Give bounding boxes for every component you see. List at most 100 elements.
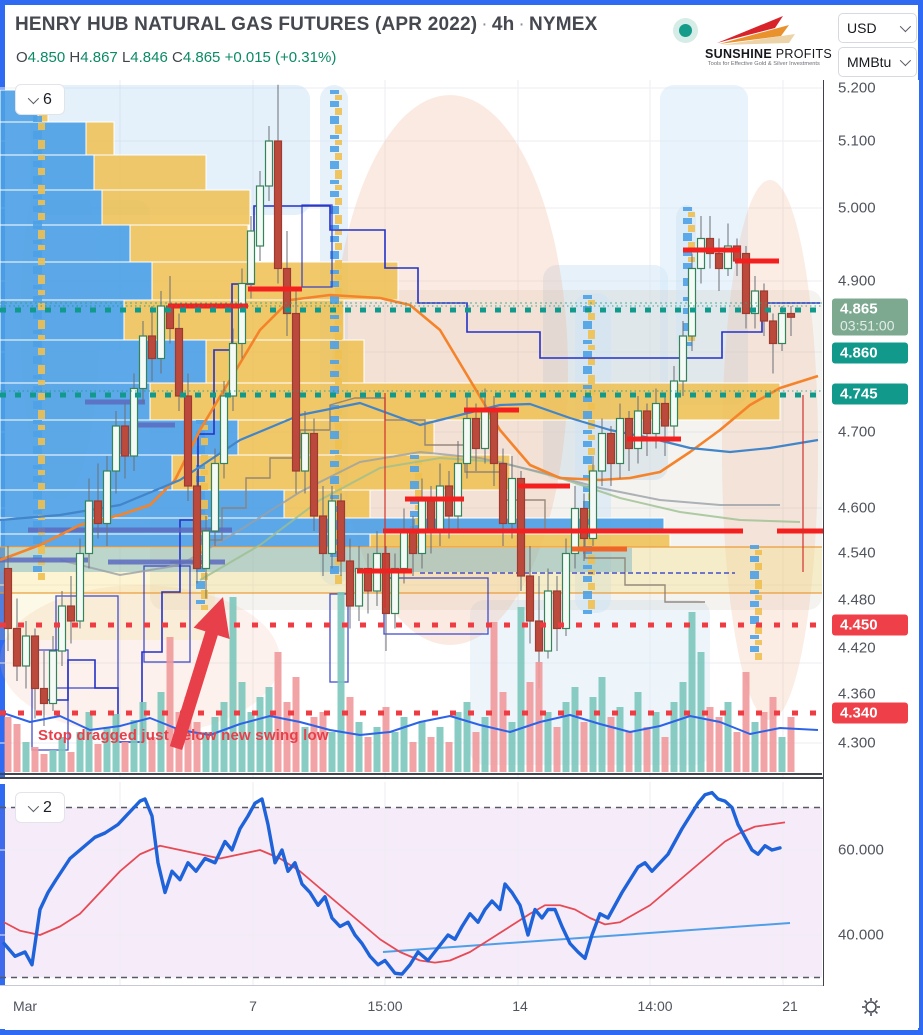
- chevron-down-icon: [899, 20, 912, 33]
- stop-annotation-text: Stop dragged just below new swing low: [38, 727, 329, 744]
- ohlc-row: O4.850 H4.867 L4.846 C4.865 +0.015 (+0.3…: [16, 49, 337, 66]
- candle: [534, 620, 544, 652]
- candle: [264, 140, 274, 187]
- candle: [453, 462, 463, 517]
- price-axis-label: 4.600: [838, 499, 876, 517]
- candle: [84, 500, 94, 555]
- time-axis-label: Mar: [12, 998, 38, 1014]
- candle: [183, 395, 193, 487]
- candle: [579, 507, 589, 540]
- price-badge: 4.860: [832, 342, 908, 364]
- sunshine-profits-logo: SUNSHINE PROFITS Tools for Effective Gol…: [705, 13, 832, 77]
- close-value: 4.865: [182, 49, 221, 66]
- candle: [561, 552, 571, 630]
- price-axis[interactable]: 5.200 5.100 5.000 4.900 4.700 4.600 4.540 4.480…: [823, 80, 919, 1028]
- candle: [714, 252, 724, 270]
- pane-separator[interactable]: [0, 777, 823, 784]
- candle: [750, 290, 760, 315]
- candle: [3, 567, 13, 630]
- lower-axis-label: 60.000: [838, 841, 884, 859]
- time-axis-label: 7: [249, 998, 257, 1014]
- symbol-title: HENRY HUB NATURAL GAS FUTURES (APR 2022)…: [15, 14, 598, 35]
- lower-indicator-chart[interactable]: [0, 782, 823, 985]
- price-axis-label: 4.900: [838, 272, 876, 290]
- unit-select[interactable]: MMBtu: [838, 47, 917, 77]
- candle: [507, 477, 517, 525]
- candle: [525, 575, 535, 622]
- candle: [552, 590, 562, 630]
- candle: [138, 335, 148, 390]
- market-status-icon: [673, 18, 698, 43]
- gear-icon: [861, 998, 880, 1016]
- candle: [219, 395, 229, 465]
- price-axis-label: 4.420: [838, 639, 876, 657]
- candle: [417, 500, 427, 555]
- candle: [705, 237, 715, 255]
- candle: [273, 140, 283, 270]
- candle: [201, 530, 211, 570]
- candle: [120, 425, 130, 457]
- candle: [327, 500, 337, 555]
- candle: [381, 552, 391, 615]
- candle: [102, 470, 112, 525]
- candle: [741, 252, 751, 315]
- lower-indicators-toggle[interactable]: 2: [15, 792, 65, 823]
- price-badge: 4.745: [832, 383, 908, 405]
- price-badge: 4.340: [832, 702, 908, 724]
- candle: [669, 380, 679, 427]
- candle: [309, 432, 319, 517]
- chart-header: HENRY HUB NATURAL GAS FUTURES (APR 2022)…: [5, 5, 918, 80]
- candle: [642, 410, 652, 435]
- candle: [318, 515, 328, 555]
- time-axis-label: 15:00: [367, 998, 403, 1014]
- candle: [300, 432, 310, 472]
- main-chart[interactable]: [0, 80, 823, 777]
- change-value: +0.015: [224, 49, 271, 66]
- price-axis-label: 4.360: [838, 685, 876, 703]
- price-badge: 4.865 03:51:00: [832, 298, 908, 336]
- candle: [255, 185, 265, 247]
- candle: [408, 530, 418, 555]
- candle: [768, 320, 778, 345]
- candle: [30, 635, 40, 690]
- chevron-down-icon: [27, 800, 40, 812]
- chevron-down-icon: [899, 54, 912, 67]
- price-axis-label: 5.100: [838, 132, 876, 150]
- candle: [147, 335, 157, 360]
- candle: [66, 605, 76, 622]
- change-pct: (+0.31%): [275, 49, 337, 66]
- candle: [129, 387, 139, 457]
- candle: [345, 560, 355, 607]
- candle: [516, 477, 526, 577]
- candle: [471, 417, 481, 450]
- price-badge: 4.450: [832, 614, 908, 636]
- candle: [435, 485, 445, 532]
- candle: [651, 402, 661, 435]
- candle: [615, 417, 625, 465]
- candle: [633, 410, 643, 450]
- time-axis[interactable]: Mar 7 15:00 14 14:00 21: [0, 985, 823, 1029]
- candle: [174, 327, 184, 397]
- main-indicators-toggle[interactable]: 6: [15, 84, 65, 115]
- price-axis-label: 4.700: [838, 423, 876, 441]
- currency-select[interactable]: USD: [838, 13, 917, 43]
- candle: [237, 282, 247, 345]
- price-axis-label: 4.300: [838, 734, 876, 752]
- candle: [228, 342, 238, 397]
- candle: [75, 552, 85, 622]
- price-axis-label: 5.000: [838, 199, 876, 217]
- candle: [12, 627, 22, 667]
- candle: [93, 500, 103, 525]
- candle: [39, 687, 49, 705]
- bar-countdown: 03:51:00: [840, 317, 895, 334]
- high-value: 4.867: [80, 49, 118, 66]
- interval-label[interactable]: 4h: [491, 14, 515, 35]
- axis-settings-button[interactable]: [823, 986, 918, 1028]
- candle: [723, 245, 733, 270]
- lower-axis-label: 40.000: [838, 926, 884, 944]
- candle: [462, 417, 472, 465]
- candle: [111, 425, 121, 472]
- candle: [696, 237, 706, 270]
- stop-arrow: [169, 597, 230, 750]
